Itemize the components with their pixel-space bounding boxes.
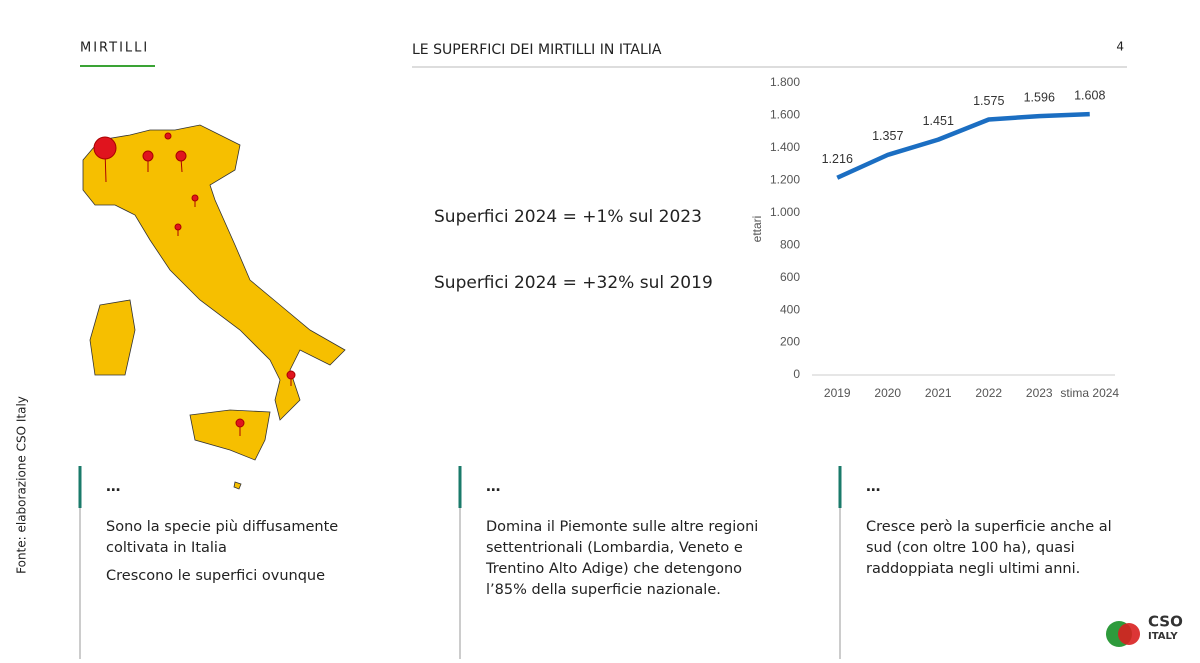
column-text: Domina il Piemonte sulle altre regioni xyxy=(486,519,758,535)
x-tick-label: 2021 xyxy=(925,386,952,400)
column-text: Crescono le superfici ovunque xyxy=(106,568,325,584)
y-tick-label: 200 xyxy=(780,335,800,349)
x-tick-label: stima 2024 xyxy=(1060,386,1119,400)
map-pins xyxy=(93,132,296,436)
statement: Superfici 2024 = +32% sul 2019 xyxy=(434,273,713,293)
section-label: MIRTILLI xyxy=(80,41,149,56)
column-text: coltivata in Italia xyxy=(106,540,227,556)
column-heading: … xyxy=(486,479,501,495)
y-tick-label: 1.200 xyxy=(770,173,800,187)
column-text: l’85% della superficie nazionale. xyxy=(486,582,721,598)
y-tick-label: 400 xyxy=(780,302,800,316)
column-text: Trentino Alto Adige) che detengono xyxy=(485,561,742,577)
data-label: 1.451 xyxy=(923,114,954,128)
column-text: sud (con oltre 100 ha), quasi xyxy=(866,540,1075,556)
logo: CSO ITALY xyxy=(1106,613,1183,647)
y-tick-label: 600 xyxy=(780,270,800,284)
x-tick-label: 2022 xyxy=(975,386,1002,400)
italy-map xyxy=(82,124,346,490)
column-text: Sono la specie più diffusamente xyxy=(106,519,338,535)
page-number: 4 xyxy=(1116,40,1124,54)
slide-title: LE SUPERFICI DEI MIRTILLI IN ITALIA xyxy=(412,42,662,58)
y-tick-label: 1.600 xyxy=(770,108,800,122)
data-label: 1.596 xyxy=(1024,90,1055,104)
column-text: raddoppiata negli ultimi anni. xyxy=(866,561,1080,577)
statement: Superfici 2024 = +1% sul 2023 xyxy=(434,207,702,227)
data-label: 1.608 xyxy=(1074,88,1105,102)
y-tick-label: 0 xyxy=(793,367,800,381)
y-tick-label: 1.400 xyxy=(770,140,800,154)
data-label: 1.357 xyxy=(872,129,903,143)
line-chart: 0 200 400 600 800 1.000 1.200 1.400 1.600 1.800 et… xyxy=(750,75,1119,400)
source-note: Fonte: elaborazione CSO Italy xyxy=(15,396,29,574)
column-text: settentrionali (Lombardia, Veneto e xyxy=(486,540,743,556)
text-columns: … Sono la specie più diffusamente coltivat… xyxy=(78,466,1112,659)
data-label: 1.575 xyxy=(973,94,1004,108)
data-label: 1.216 xyxy=(822,152,853,166)
data-line xyxy=(836,111,1090,180)
column-text: Cresce però la superficie anche al xyxy=(866,519,1112,535)
column-heading: … xyxy=(866,479,881,495)
x-tick-label: 2020 xyxy=(874,386,901,400)
y-tick-label: 800 xyxy=(780,237,800,251)
y-tick-label: 1.800 xyxy=(770,75,800,89)
y-tick-label: 1.000 xyxy=(770,205,800,219)
logo-text: CSO xyxy=(1148,613,1183,631)
x-tick-label: 2019 xyxy=(824,386,851,400)
x-tick-label: 2023 xyxy=(1026,386,1053,400)
logo-subtext: ITALY xyxy=(1148,631,1178,642)
column-heading: … xyxy=(106,479,121,495)
y-axis-label: ettari xyxy=(750,216,764,243)
